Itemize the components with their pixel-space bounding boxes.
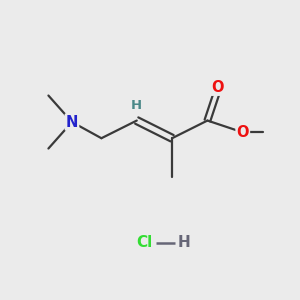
Text: O: O (236, 125, 249, 140)
Text: Cl: Cl (136, 235, 152, 250)
Text: N: N (66, 115, 78, 130)
Text: H: H (178, 235, 190, 250)
Text: H: H (131, 99, 142, 112)
Text: O: O (212, 80, 224, 95)
